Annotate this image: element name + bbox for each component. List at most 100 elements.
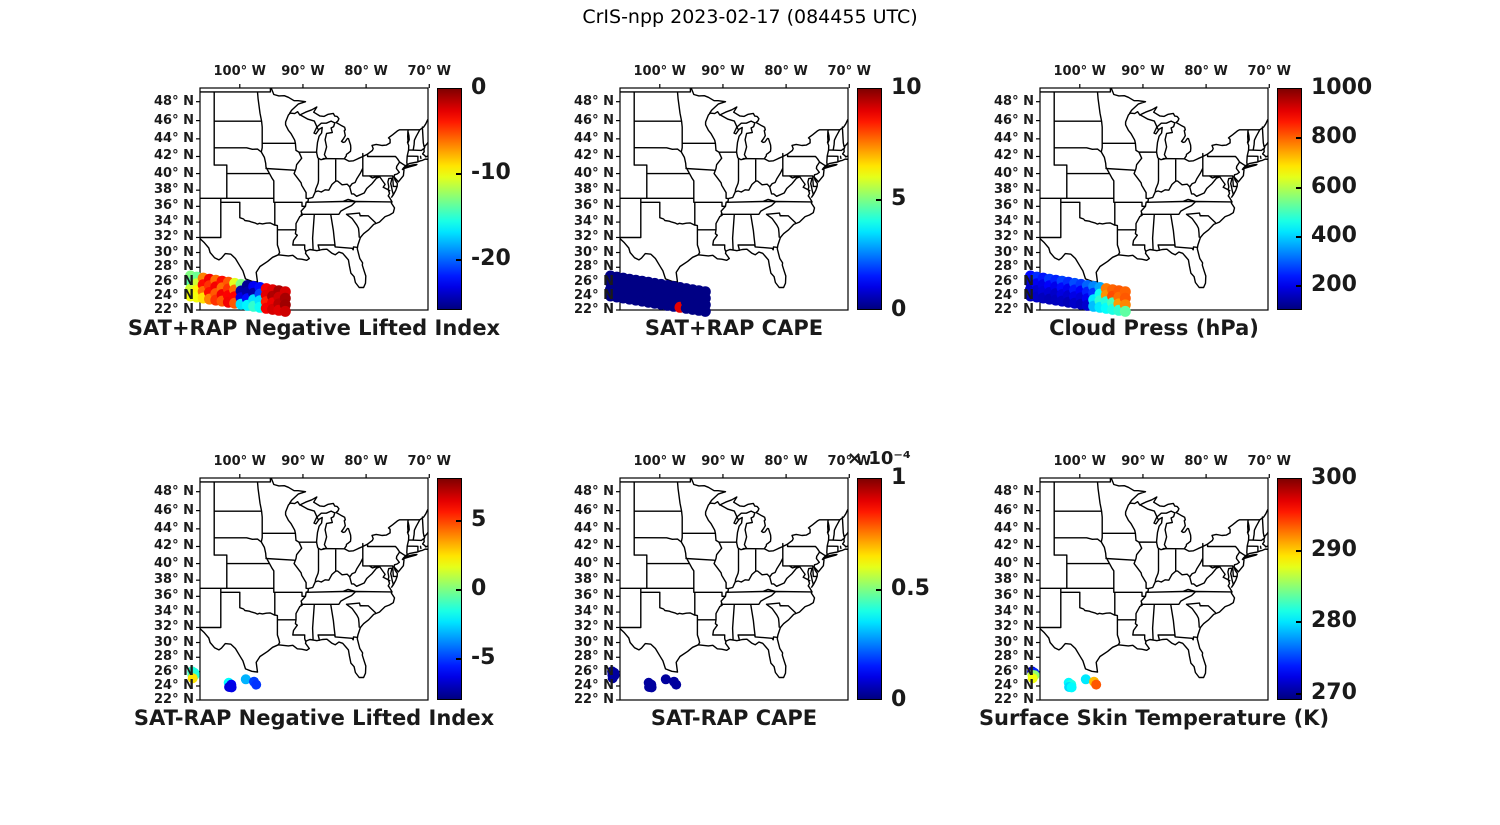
lat-axis-label: 44° N <box>994 130 1034 146</box>
colorbar-tick-label: 0 <box>891 297 907 322</box>
map-frame <box>1039 87 1269 311</box>
lat-axis-label: 24° N <box>994 677 1034 693</box>
lat-axis-label: 30° N <box>994 634 1034 650</box>
colorbar-tick-label: 400 <box>1311 223 1357 248</box>
panel-sat-minus-rap-cape: 100° W 90° W 80° W 70° W 48° N 46° N 44° N 42° … <box>545 445 965 825</box>
lat-axis-label: 38° N <box>574 182 614 198</box>
lat-axis-label: 26° N <box>574 273 614 289</box>
lat-axis-label: 48° N <box>574 93 614 109</box>
scatter-point <box>607 673 618 684</box>
lat-axis-label: 32° N <box>994 619 1034 635</box>
lat-axis-label: 32° N <box>574 229 614 245</box>
lon-axis-label: 90° W <box>1121 454 1165 469</box>
panel-sat-plus-rap-cape: 100° W 90° W 80° W 70° W 48° N 46° N 44° N 42° … <box>545 55 965 445</box>
lon-axis-label: 100° W <box>1053 64 1107 79</box>
lon-axis-label: 100° W <box>213 454 267 469</box>
scatter-point <box>251 679 262 690</box>
lat-axis-label: 44° N <box>154 520 194 536</box>
scatter-point <box>1027 673 1038 684</box>
lat-axis-label: 44° N <box>574 130 614 146</box>
colorbar <box>437 88 462 310</box>
lat-axis-label: 28° N <box>574 649 614 665</box>
us-states-map <box>1025 84 1288 317</box>
panel-title: SAT+RAP Negative Lifted Index <box>127 316 501 340</box>
us-states-map <box>1027 474 1288 701</box>
lat-axis-label: 48° N <box>154 93 194 109</box>
lat-axis-label: 30° N <box>994 244 1034 260</box>
lat-axis-label: 38° N <box>154 182 194 198</box>
lat-axis-label: 40° N <box>154 555 194 571</box>
scatter-point <box>1080 674 1091 685</box>
lat-axis-label: 22° N <box>994 692 1034 707</box>
state-boundaries <box>200 88 430 287</box>
colorbar-gradient <box>438 89 461 309</box>
scatter-point <box>226 682 237 693</box>
colorbar-tickmark <box>876 199 881 201</box>
lon-axis-label: 70° W <box>1247 454 1291 469</box>
colorbar-gradient <box>858 89 881 309</box>
colorbar-tick-label: 290 <box>1311 536 1357 562</box>
lat-axis-label: 32° N <box>574 619 614 635</box>
lon-axis-label: 80° W <box>1184 64 1228 79</box>
colorbar-tickmark <box>876 589 881 591</box>
colorbar-tick-label: 200 <box>1311 272 1357 298</box>
lat-axis-label: 46° N <box>574 502 614 518</box>
lat-axis-label: 22° N <box>574 692 614 707</box>
lat-axis-label: 34° N <box>574 214 614 230</box>
colorbar <box>1277 478 1302 700</box>
lat-axis-label: 26° N <box>994 663 1034 679</box>
lat-axis-label: 36° N <box>154 198 194 214</box>
lat-axis-label: 32° N <box>994 229 1034 245</box>
scatter-point <box>240 674 251 685</box>
colorbar-exponent-label: × 10⁻⁴ <box>847 448 911 469</box>
lat-axis-label: 36° N <box>994 588 1034 604</box>
colorbar-tick-label: 1 <box>891 465 907 490</box>
lat-axis-label: 48° N <box>154 483 194 499</box>
lon-axis-label: 90° W <box>281 454 325 469</box>
lat-axis-label: 32° N <box>154 619 194 635</box>
colorbar-tick-label: 5 <box>891 186 907 211</box>
scatter-point <box>699 305 711 317</box>
panel-title: SAT+RAP CAPE <box>644 316 824 340</box>
state-boundaries <box>1040 88 1270 287</box>
lon-axis-label: 80° W <box>764 454 808 469</box>
colorbar-tickmark <box>1296 137 1301 140</box>
colorbar-tick-label: 300 <box>1311 465 1357 490</box>
lat-axis-label: 42° N <box>154 148 194 164</box>
colorbar-tick-label: 0 <box>471 576 487 601</box>
colorbar-tickmark <box>1296 285 1301 288</box>
lat-axis-label: 44° N <box>574 520 614 536</box>
colorbar-tick-label: 0 <box>891 687 907 712</box>
axis-ticks <box>196 474 430 701</box>
colorbar-tick-label: 0.5 <box>891 576 930 601</box>
colorbar-tick-label: -5 <box>471 645 496 671</box>
colorbar-tickmark <box>1296 692 1301 695</box>
axis-ticks <box>616 84 850 311</box>
lat-axis-label: 40° N <box>154 165 194 181</box>
state-boundaries <box>620 88 850 287</box>
us-states-map <box>187 474 448 701</box>
lat-axis-label: 22° N <box>154 692 194 707</box>
lat-axis-label: 42° N <box>574 538 614 554</box>
colorbar <box>857 88 882 310</box>
colorbar-tick-label: 280 <box>1311 608 1357 634</box>
colorbar-tick-label: 5 <box>471 506 487 532</box>
colorbar <box>437 478 462 700</box>
lon-axis-label: 70° W <box>827 64 871 79</box>
lon-axis-label: 80° W <box>764 64 808 79</box>
lat-axis-label: 26° N <box>154 273 194 289</box>
lat-axis-label: 24° N <box>994 287 1034 303</box>
lat-axis-label: 34° N <box>994 214 1034 230</box>
lat-axis-label: 22° N <box>154 302 194 317</box>
lat-axis-label: 28° N <box>574 259 614 275</box>
lat-axis-label: 34° N <box>994 604 1034 620</box>
lat-axis-label: 30° N <box>574 244 614 260</box>
scatter-swath <box>185 270 291 317</box>
lat-axis-label: 36° N <box>154 588 194 604</box>
scatter-clusters <box>607 666 682 693</box>
lat-axis-label: 26° N <box>574 663 614 679</box>
lat-axis-label: 28° N <box>994 649 1034 665</box>
map-frame <box>199 87 429 311</box>
lon-axis-label: 70° W <box>827 454 871 469</box>
lat-axis-label: 42° N <box>994 538 1034 554</box>
